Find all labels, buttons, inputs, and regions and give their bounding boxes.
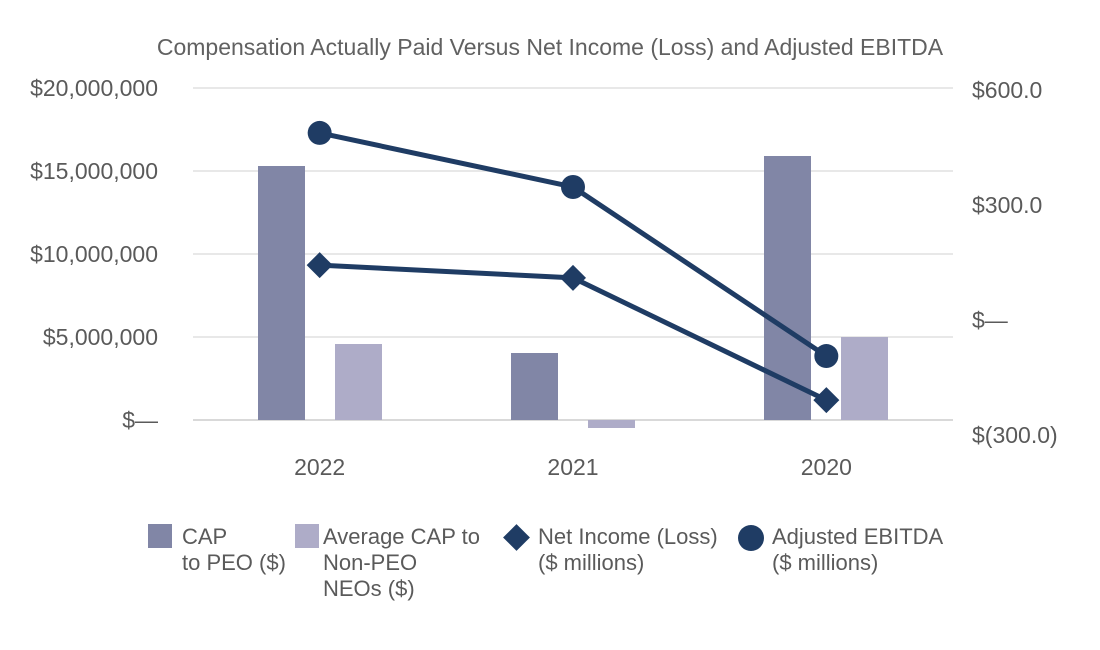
gridline [193,87,953,89]
right-axis-tick-label: $(300.0) [972,422,1058,448]
gridline [193,336,953,338]
left-axis-tick-label: $20,000,000 [30,75,158,101]
left-axis-tick-label: $5,000,000 [42,324,158,350]
x-axis-label-2022: 2022 [294,454,346,480]
gridline [193,253,953,255]
chart-title: Compensation Actually Paid Versus Net In… [156,34,944,60]
x-axis-label-2020: 2020 [800,454,852,480]
zero-gridline [193,419,953,421]
left-axis-tick-label: $15,000,000 [30,158,158,184]
bar-cap-to-peo-2022 [257,166,305,420]
legend-swatch-avg-cap-non-peo [295,524,319,548]
legend-swatch-cap-to-peo [148,524,172,548]
left-axis-tick-label: $— [122,407,158,433]
left-axis-tick-label: $10,000,000 [30,241,158,267]
bar-cap-to-peo-2021 [511,352,558,420]
right-axis-tick-label: $— [972,307,1008,333]
legend-label-cap-to-peo: CAP to PEO ($) [182,524,286,575]
legend-label-net-income: Net Income (Loss) ($ millions) [538,524,718,575]
bar-avg-cap-non-peo-2020 [841,337,889,420]
x-axis-label-2021: 2021 [547,454,599,480]
gridline [193,170,953,172]
bar-cap-to-peo-2020 [764,156,812,420]
legend-label-adjusted-ebitda: Adjusted EBITDA ($ millions) [772,524,944,575]
bar-avg-cap-non-peo-2022 [334,343,382,420]
right-axis-tick-label: $600.0 [972,77,1043,103]
right-axis-tick-label: $300.0 [972,192,1043,218]
legend-circle-icon [738,525,764,551]
legend-label-avg-cap-non-peo: Average CAP to Non-PEO NEOs ($) [323,524,480,601]
bar-avg-cap-non-peo-2021 [588,420,635,428]
